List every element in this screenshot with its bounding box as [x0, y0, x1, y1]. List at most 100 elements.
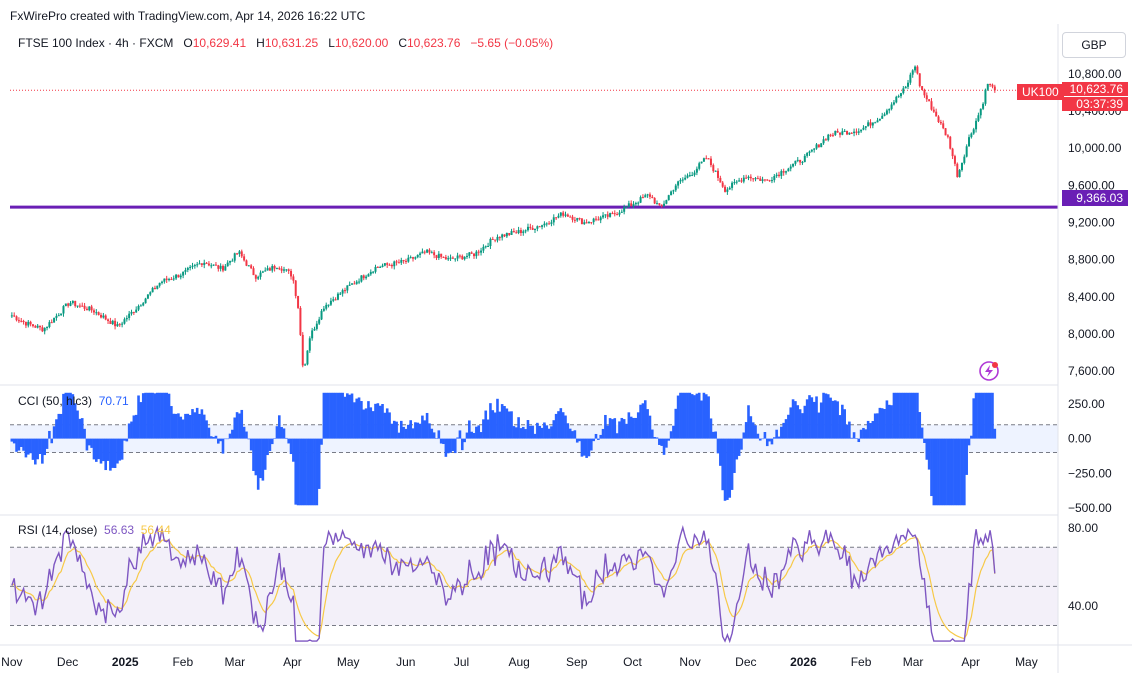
candle-body	[74, 300, 77, 307]
cci-bar	[911, 392, 915, 439]
cci-legend[interactable]: CCI (50, hlc3) 70.71	[18, 394, 129, 408]
candle-body	[923, 90, 926, 96]
cci-bar	[702, 392, 706, 439]
candle-body	[841, 131, 844, 135]
last-price-badge: 10,623.76	[1062, 82, 1128, 96]
symbol-label[interactable]: FTSE 100 Index · 4h · FXCM	[18, 36, 174, 50]
cci-bar	[660, 438, 663, 446]
cci-bar	[723, 438, 727, 501]
candle-body	[951, 148, 954, 157]
low-value: 10,620.00	[334, 36, 389, 50]
cci-bar	[587, 438, 591, 457]
candle-body	[853, 131, 856, 134]
time-tick-label: Sep	[566, 655, 588, 669]
cci-bar	[477, 425, 481, 439]
cci-bar	[453, 438, 457, 454]
cci-bar	[186, 413, 190, 439]
candle-body	[904, 86, 907, 89]
candle-body	[142, 303, 145, 306]
candle-body	[977, 115, 980, 121]
cci-bar	[737, 438, 741, 456]
candle-body	[735, 181, 738, 183]
countdown-badge: 03:37:39	[1062, 97, 1128, 111]
cci-bar	[259, 438, 262, 479]
candle-body	[726, 189, 729, 192]
cci-bar	[892, 392, 896, 439]
candle-body	[937, 116, 940, 123]
candle-body	[789, 166, 792, 169]
cci-bar	[970, 435, 973, 439]
candle-body	[341, 290, 344, 294]
cci-bar	[848, 421, 851, 439]
cci-bar	[955, 438, 959, 506]
cci-bar	[116, 438, 119, 464]
candle-body	[580, 218, 583, 225]
candle-body	[681, 179, 684, 181]
time-tick-label: 2026	[790, 655, 817, 669]
cci-bar	[392, 420, 396, 439]
cci-bar	[275, 426, 279, 439]
lightning-icon[interactable]	[978, 360, 1000, 382]
cci-bar	[941, 438, 945, 506]
candle-body	[972, 129, 975, 134]
candle-body	[700, 161, 703, 164]
candle-body	[817, 144, 820, 148]
candle-body	[430, 252, 433, 254]
cci-bar	[402, 426, 405, 439]
candle-body	[569, 216, 572, 218]
cci-bar	[357, 397, 361, 439]
cci-bar	[31, 438, 35, 460]
cci-bar	[174, 413, 178, 439]
candle-body	[960, 162, 963, 171]
cci-bar	[550, 426, 553, 439]
candle-body	[55, 315, 58, 318]
candle-body	[153, 287, 156, 289]
cci-bar	[238, 413, 241, 439]
cci-bar	[416, 422, 420, 439]
candle-body	[815, 144, 818, 149]
cci-bar	[38, 438, 42, 455]
cci-bar	[608, 418, 612, 439]
candle-body	[386, 263, 389, 265]
open-value: 10,629.41	[192, 36, 247, 50]
candle-body	[322, 308, 325, 311]
candle-body	[808, 151, 811, 153]
candle-body	[932, 109, 935, 112]
cci-bar	[606, 425, 610, 439]
cci-bar	[859, 429, 863, 439]
candle-body	[597, 219, 600, 221]
cci-bar	[198, 413, 201, 439]
candle-body	[641, 197, 644, 199]
candle-body	[522, 231, 525, 234]
candle-body	[747, 176, 750, 179]
candle-body	[130, 311, 133, 314]
candle-body	[857, 131, 860, 133]
cci-bar	[52, 426, 56, 439]
candle-body	[587, 222, 590, 224]
cci-bar	[803, 405, 807, 439]
candle-body	[559, 212, 562, 216]
candle-body	[531, 227, 534, 230]
cci-bar	[336, 392, 340, 439]
cci-bar	[695, 393, 699, 439]
candle-body	[794, 160, 797, 164]
cci-bar	[899, 392, 903, 439]
price-tick-label: 10,000.00	[1068, 141, 1122, 155]
cci-bar	[34, 438, 37, 465]
candle-body	[158, 282, 161, 286]
rsi-legend[interactable]: RSI (14, close) 56.63 56.44	[18, 523, 171, 537]
candle-body	[921, 86, 924, 91]
currency-button[interactable]: GBP	[1062, 32, 1126, 58]
cci-bar	[568, 428, 572, 439]
candle-body	[238, 251, 241, 254]
candle-body	[883, 114, 886, 116]
level-badge: 9,366.03	[1062, 190, 1128, 206]
price-tick-label: 10,800.00	[1068, 67, 1122, 81]
candle-body	[914, 66, 917, 71]
candle-body	[695, 168, 698, 173]
candle-body	[290, 270, 293, 277]
candle-body	[611, 213, 614, 215]
candle-body	[273, 266, 276, 269]
candle-body	[358, 281, 361, 283]
